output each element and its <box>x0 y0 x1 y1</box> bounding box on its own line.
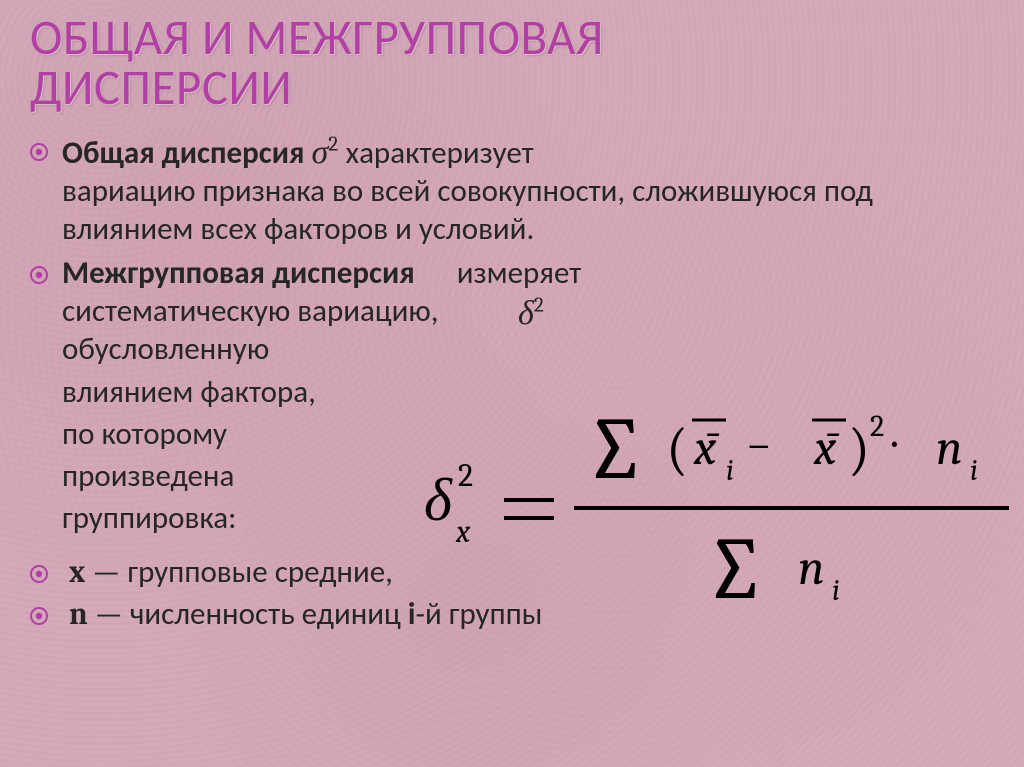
bullet-marker-icon <box>30 565 48 583</box>
formula-open: ( <box>666 416 688 483</box>
bullet-total-variance: Общая дисперсия σ2 характеризует вариаци… <box>30 132 994 249</box>
para-between-group: Межгрупповая дисперсия измеряет системат… <box>62 255 581 368</box>
para-total-variance: Общая дисперсия σ2 характеризует вариаци… <box>62 132 994 249</box>
formula-n: n <box>936 419 963 477</box>
formula-lhs-sub: x <box>455 513 471 550</box>
delta-squared: δ2 <box>518 293 544 334</box>
slide-title: Общая и межгрупповая дисперсии <box>30 14 994 114</box>
var-n: n <box>69 596 88 632</box>
var-x: x <box>69 554 85 590</box>
between-group-variance-formula: δ 2 x ∑ ( x̄ i − x̄ ) <box>414 400 1014 600</box>
p1-tail1: характеризует <box>346 134 534 172</box>
def-x-tail: — групповые средние, <box>85 553 393 591</box>
bullet-marker-icon <box>30 607 48 625</box>
p1-tail2: вариацию признака во всей совокупности, … <box>62 172 873 248</box>
formula-sum-bottom: ∑ <box>704 519 766 610</box>
p2-tail-c: обусловленную <box>62 330 269 368</box>
formula-sum-top: ∑ <box>584 400 646 500</box>
formula-den-n-sub: i <box>832 573 840 608</box>
def-x-text: x — групповые средние, <box>62 554 393 592</box>
formula-xbar: x̄ <box>813 419 839 477</box>
formula-close: ) <box>848 416 870 483</box>
p2-tail-a: измеряет <box>422 254 582 292</box>
formula-dot: · <box>892 417 897 470</box>
bullet-marker-icon <box>30 143 48 161</box>
def-n-a: — численность единиц <box>88 595 408 633</box>
p2-tail-b: систематическую вариацию, <box>62 292 439 330</box>
term-total-variance: Общая дисперсия <box>62 134 311 172</box>
formula-den-n: n <box>798 539 825 597</box>
term-between-group: Межгрупповая дисперсия <box>62 254 415 292</box>
formula-lhs-delta: δ <box>424 466 453 535</box>
formula-minus: − <box>746 419 771 472</box>
title-line-2: дисперсии <box>30 58 292 118</box>
bullet-between-group-variance: Межгрупповая дисперсия измеряет системат… <box>30 255 994 368</box>
formula-xbar-i-sub: i <box>726 453 734 488</box>
formula-n-sub: i <box>970 453 978 488</box>
formula-lhs-sup: 2 <box>458 457 473 494</box>
formula-xbar-i: x̄ <box>693 419 719 477</box>
sigma-squared: σ2 <box>311 132 345 172</box>
bullet-marker-icon <box>30 266 48 284</box>
formula-sq: 2 <box>870 409 884 444</box>
